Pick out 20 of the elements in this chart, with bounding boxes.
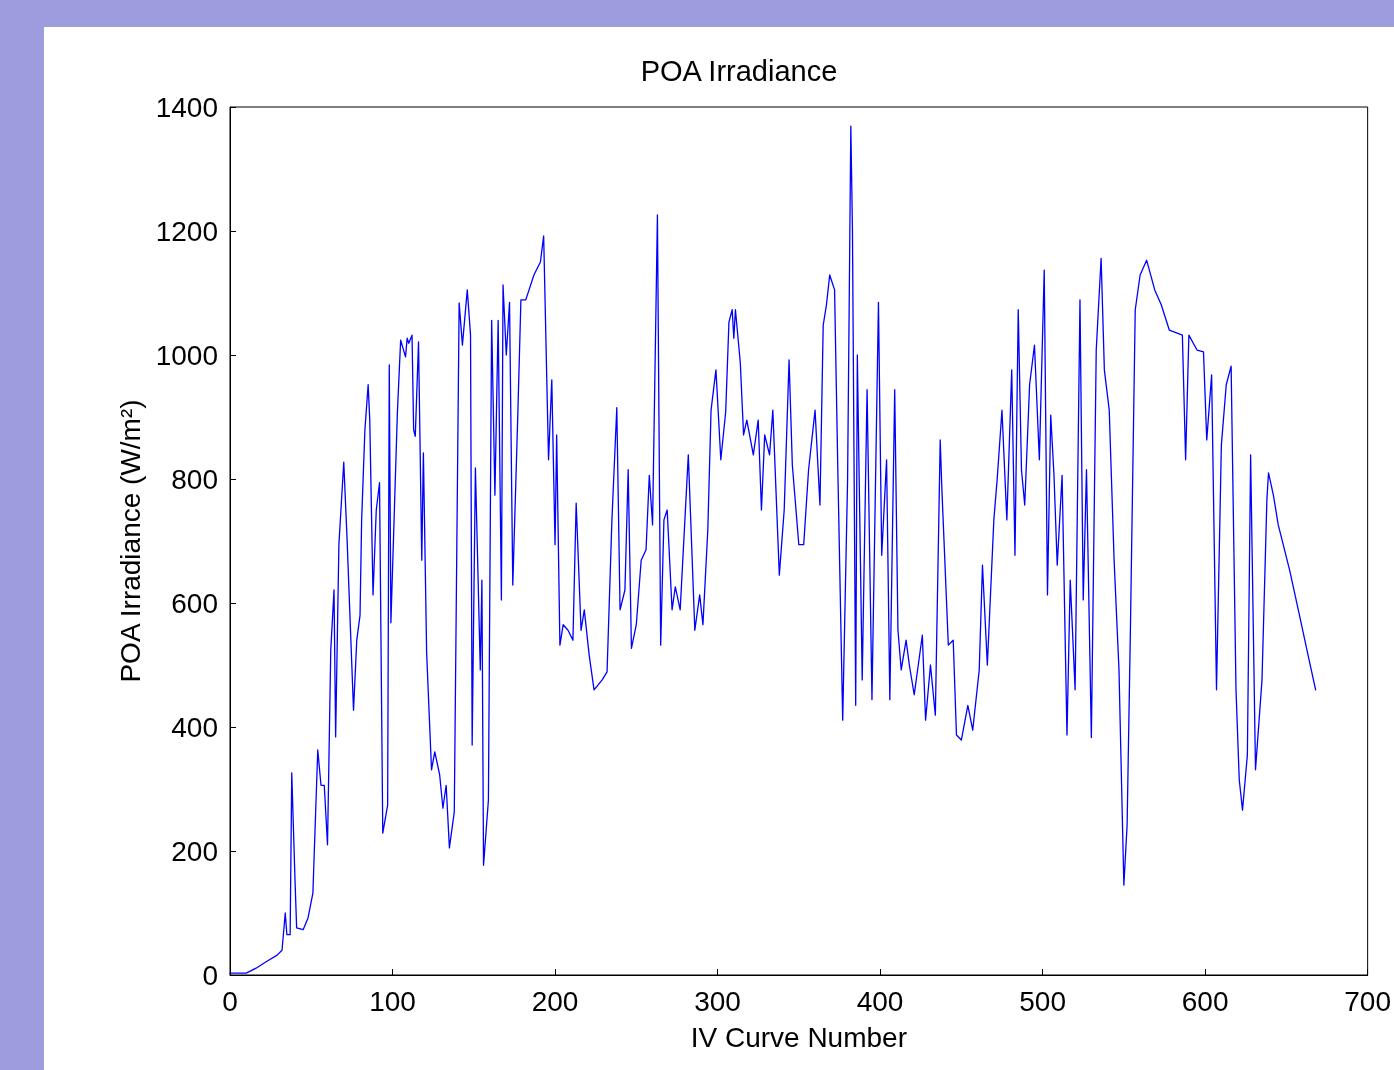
y-tick-label: 1400 [155, 91, 218, 123]
y-tick-label: 1200 [155, 215, 218, 247]
x-tick-label: 600 [1181, 985, 1229, 1017]
x-tick-label: 700 [1344, 985, 1391, 1017]
x-tick-label: 200 [531, 985, 579, 1017]
y-tick-label: 0 [202, 959, 218, 991]
x-tick-label: 400 [856, 985, 904, 1017]
x-tick-label: 100 [369, 985, 416, 1017]
y-tick-label: 600 [171, 587, 218, 619]
y-tick-label: 400 [171, 711, 218, 743]
x-tick-label: 0 [222, 985, 238, 1017]
y-tick-label: 1000 [155, 339, 218, 371]
x-tick-label: 300 [694, 985, 741, 1017]
y-tick-label: 200 [171, 835, 218, 867]
chart-title: POA Irradiance [640, 54, 838, 87]
x-tick-label: 500 [1019, 985, 1066, 1017]
line-series [229, 125, 1317, 974]
x-axis-title: IV Curve Number [690, 1021, 907, 1053]
y-tick-label: 800 [171, 463, 218, 495]
y-axis-title: POA Irradiance (W/m²) [115, 399, 147, 683]
